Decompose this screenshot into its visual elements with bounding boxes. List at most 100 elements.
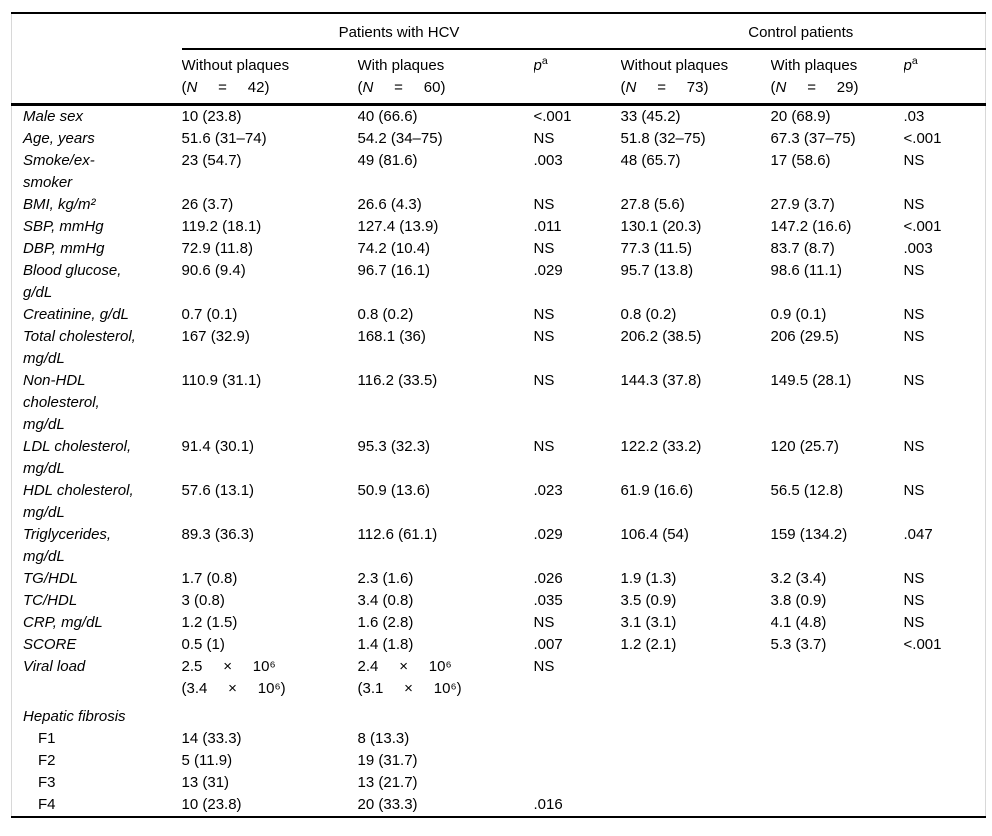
- cell: 83.7 (8.7): [770, 240, 835, 257]
- cell: 14 (33.3): [181, 730, 242, 747]
- cell: 54.2 (34–75): [357, 130, 443, 147]
- cell: [534, 700, 621, 728]
- cell: 13 (31): [181, 774, 230, 791]
- cell: NS: [903, 570, 925, 587]
- col-header-control-p: pa: [903, 49, 986, 106]
- col-header-control-with-plaques: With plaques (N = 29): [770, 49, 904, 106]
- row-label: F1: [38, 730, 56, 747]
- row-label: Viral load: [23, 658, 86, 675]
- cell: 96.7 (16.1): [357, 262, 431, 279]
- cell: 95.7 (13.8): [620, 262, 694, 279]
- cell: 0.9 (0.1): [770, 306, 827, 323]
- row-label: DBP, mmHg: [23, 240, 105, 257]
- table-row: F2 5 (11.9) 19 (31.7): [12, 750, 986, 772]
- table-row: Hepatic fibrosis: [12, 700, 986, 728]
- cell: 0.7 (0.1): [181, 306, 238, 323]
- row-label: Triglycerides, mg/dL: [23, 526, 112, 565]
- table-row: LDL cholesterol, mg/dL 91.4 (30.1) 95.3 …: [12, 436, 986, 480]
- cell: 1.2 (2.1): [620, 636, 677, 653]
- row-label: HDL cholesterol, mg/dL: [23, 482, 134, 521]
- cell: <.001: [533, 108, 572, 125]
- row-label: LDL cholesterol, mg/dL: [23, 438, 132, 477]
- row-label: F3: [38, 774, 56, 791]
- cell: NS: [533, 438, 555, 455]
- cell: 1.9 (1.3): [620, 570, 677, 587]
- table-corner: [11, 49, 182, 106]
- cell: 17 (58.6): [770, 152, 831, 169]
- cell: 26 (3.7): [181, 196, 234, 213]
- cell: NS: [533, 306, 555, 323]
- row-label: Smoke/ex- smoker: [23, 152, 95, 191]
- cell: .029: [533, 262, 563, 279]
- cell: NS: [903, 328, 925, 345]
- table-row: Total cholesterol, mg/dL 167 (32.9) 168.…: [12, 326, 986, 370]
- table-row: TC/HDL 3 (0.8) 3.4 (0.8) .035 3.5 (0.9) …: [12, 590, 986, 612]
- cell: 206.2 (38.5): [620, 328, 702, 345]
- table-row: Blood glucose, g/dL 90.6 (9.4) 96.7 (16.…: [12, 260, 986, 304]
- cell: 89.3 (36.3): [181, 526, 255, 543]
- cell: .023: [533, 482, 563, 499]
- cell: NS: [533, 328, 555, 345]
- row-label: Hepatic fibrosis: [23, 708, 126, 725]
- cell: NS: [533, 196, 555, 213]
- col-header-hcv-with-plaques: With plaques (N = 60): [357, 49, 534, 106]
- row-label: TC/HDL: [23, 592, 78, 609]
- col-header-n: (N = 60): [357, 79, 446, 96]
- cell: 3.8 (0.9): [770, 592, 827, 609]
- cell: [771, 772, 904, 794]
- cell: 72.9 (11.8): [181, 240, 253, 257]
- cell: 130.1 (20.3): [620, 218, 702, 235]
- cell: .035: [533, 592, 563, 609]
- cell: NS: [903, 614, 925, 631]
- cell: 51.8 (32–75): [620, 130, 706, 147]
- cell: NS: [903, 306, 925, 323]
- cell: 74.2 (10.4): [357, 240, 431, 257]
- row-label: Creatinine, g/dL: [23, 306, 129, 323]
- cell: [771, 700, 904, 728]
- cell: .03: [903, 108, 925, 125]
- cell: 3.1 (3.1): [620, 614, 677, 631]
- footnote-marker: a: [541, 55, 548, 67]
- cell: 49 (81.6): [357, 152, 418, 169]
- row-label: BMI, kg/m²: [23, 196, 96, 213]
- cell: 168.1 (36): [357, 328, 426, 345]
- cell: 5.3 (3.7): [770, 636, 827, 653]
- cell: [534, 750, 621, 772]
- cell: NS: [533, 658, 555, 675]
- cell: 122.2 (33.2): [620, 438, 702, 455]
- cell: 2.4 × 10⁶ (3.1 × 10⁶): [357, 658, 462, 697]
- col-header-title: Without plaques: [181, 57, 290, 74]
- cell: 0.5 (1): [181, 636, 225, 653]
- cell: 2.3 (1.6): [357, 570, 414, 587]
- table-row: SCORE 0.5 (1) 1.4 (1.8) .007 1.2 (2.1) 5…: [12, 634, 986, 656]
- cell: 57.6 (13.1): [181, 482, 255, 499]
- row-label: TG/HDL: [23, 570, 79, 587]
- cell: 10 (23.8): [181, 108, 242, 125]
- cell: .011: [533, 218, 562, 235]
- cell: 167 (32.9): [181, 328, 250, 345]
- cell: [621, 700, 771, 728]
- cell: 149.5 (28.1): [770, 372, 852, 389]
- cell: 90.6 (9.4): [181, 262, 246, 279]
- cell: [904, 750, 986, 772]
- cell: .026: [533, 570, 563, 587]
- cell: 13 (21.7): [357, 774, 418, 791]
- table-row: CRP, mg/dL 1.2 (1.5) 1.6 (2.8) NS 3.1 (3…: [12, 612, 986, 634]
- table-row: Non-HDL cholesterol, mg/dL 110.9 (31.1) …: [12, 370, 986, 436]
- cell: 67.3 (37–75): [770, 130, 856, 147]
- cell: 106.4 (54): [620, 526, 689, 543]
- group-header-hcv: Patients with HCV: [181, 13, 621, 50]
- row-label: SBP, mmHg: [23, 218, 104, 235]
- table-row: SBP, mmHg 119.2 (18.1) 127.4 (13.9) .011…: [12, 216, 986, 238]
- table-row: DBP, mmHg 72.9 (11.8) 74.2 (10.4) NS 77.…: [12, 238, 986, 260]
- cell: [534, 772, 621, 794]
- cell: NS: [903, 592, 925, 609]
- cell: <.001: [903, 636, 942, 653]
- table-row: F3 13 (31) 13 (21.7): [12, 772, 986, 794]
- cell: [621, 750, 771, 772]
- table-corner: [12, 13, 182, 49]
- cell: 8 (13.3): [357, 730, 410, 747]
- cell: 50.9 (13.6): [357, 482, 431, 499]
- col-header-title: Without plaques: [620, 57, 729, 74]
- row-label: Total cholesterol, mg/dL: [23, 328, 136, 367]
